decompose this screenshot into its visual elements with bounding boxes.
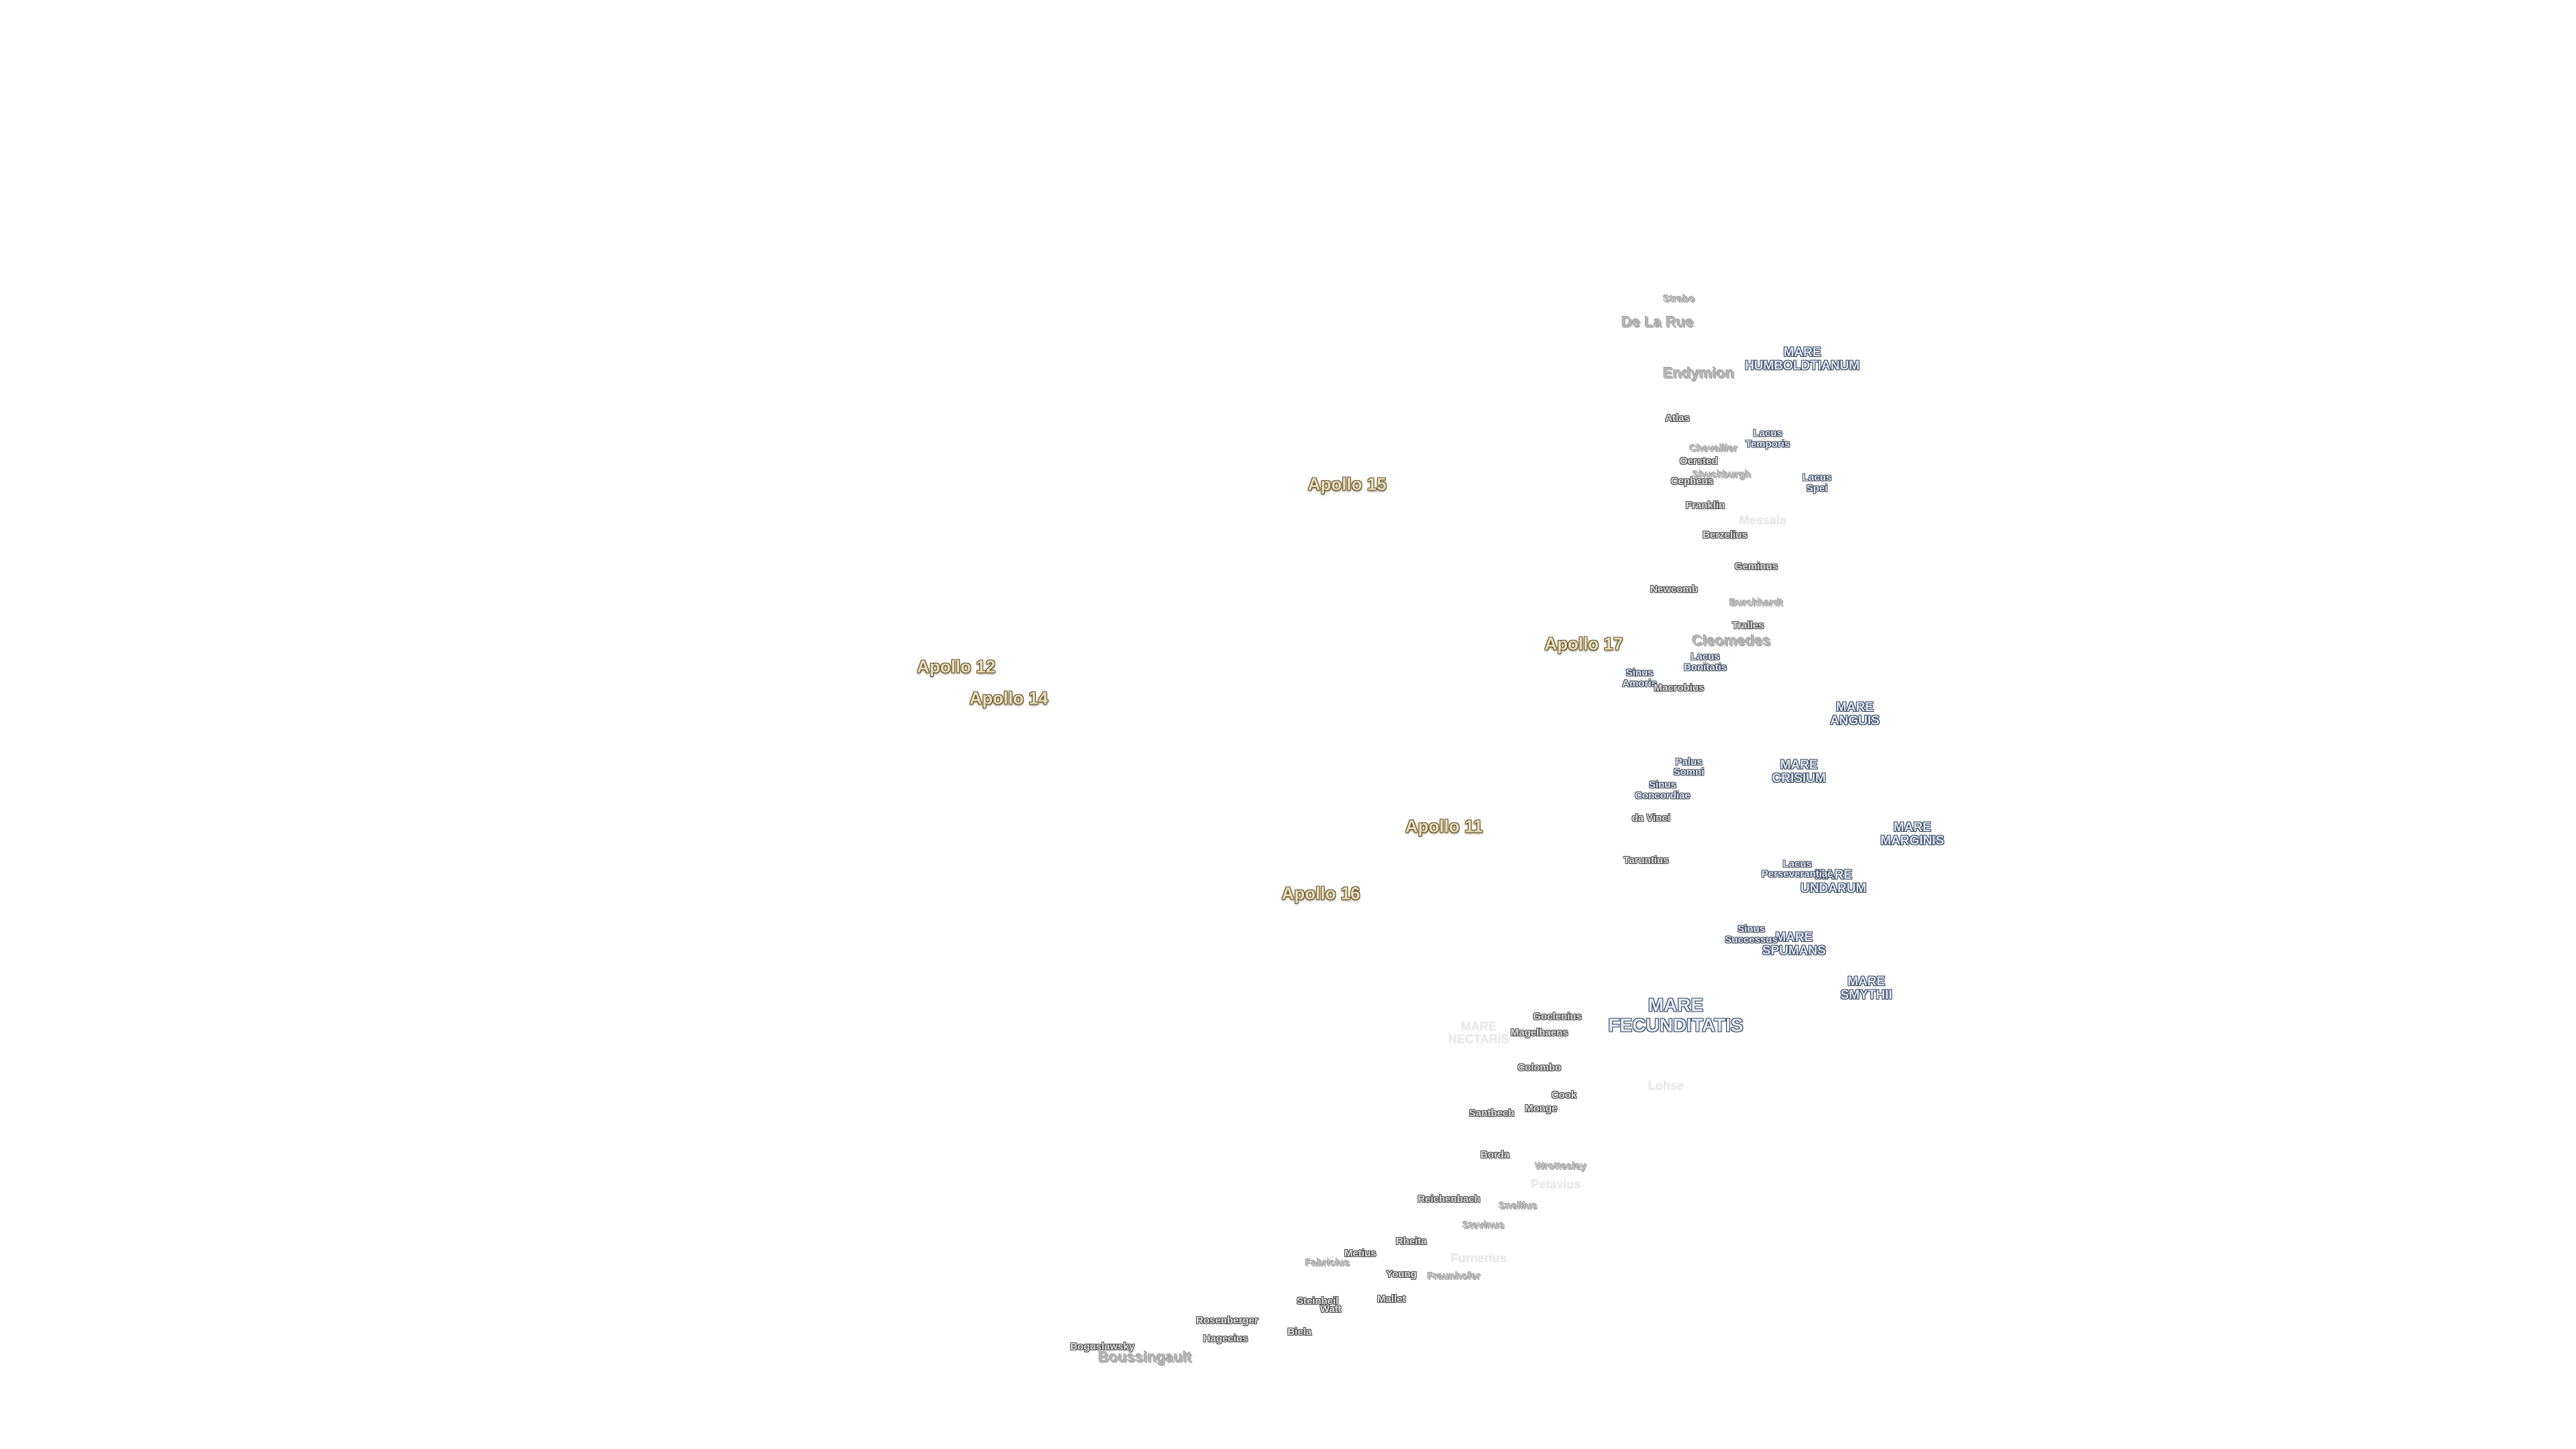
feature-label: Lacus Temporis xyxy=(1745,427,1790,449)
feature-label: Borda xyxy=(1480,1148,1510,1161)
feature-label: Fraunhofer xyxy=(1427,1270,1481,1282)
feature-label: Geminus xyxy=(1734,561,1778,573)
apollo-site-label: Apollo 15 xyxy=(1307,474,1387,494)
feature-label: Colombo xyxy=(1517,1061,1562,1073)
feature-label: Fabricius xyxy=(1305,1257,1350,1269)
feature-label: Sinus Amoris xyxy=(1622,667,1657,690)
feature-label: Mallet xyxy=(1377,1293,1406,1305)
feature-label: Reichenbach xyxy=(1417,1193,1481,1205)
feature-label: Santbech xyxy=(1468,1108,1515,1120)
apollo-site-label: Apollo 14 xyxy=(969,688,1049,708)
feature-label: Burckhardt xyxy=(1729,596,1783,608)
feature-label: De La Rue xyxy=(1621,313,1694,331)
feature-label: Endymion xyxy=(1663,364,1735,382)
apollo-site-label: Apollo 16 xyxy=(1281,883,1360,904)
feature-label: Sinus Concordiae xyxy=(1635,779,1690,801)
mare-label: MARE CRISIUM xyxy=(1772,758,1826,786)
feature-label: Newcomb xyxy=(1650,584,1698,596)
mare-label: MARE SPUMANS xyxy=(1762,930,1826,959)
feature-label: Boussingault xyxy=(1098,1348,1192,1366)
feature-label: Lacus Perseverantiae xyxy=(1761,857,1833,880)
feature-label: Macrobius xyxy=(1654,682,1705,694)
apollo-site-label: Apollo 12 xyxy=(916,656,996,677)
mare-label: MARE HUMBOLDTIANUM xyxy=(1745,345,1860,374)
mare-label: MARE UNDARUM xyxy=(1801,868,1867,896)
feature-label: Young xyxy=(1386,1269,1417,1281)
feature-label: da Vinci xyxy=(1631,812,1670,824)
feature-label: Goclenius xyxy=(1533,1011,1582,1023)
feature-label: Taruntius xyxy=(1623,855,1669,867)
feature-label: Berzelius xyxy=(1703,529,1748,541)
feature-label: Lacus Bonitatis xyxy=(1683,651,1727,673)
mare-label: MARE MARGINIS xyxy=(1880,820,1945,849)
feature-label: Magelhaens xyxy=(1510,1027,1568,1039)
feature-label: Hagecius xyxy=(1203,1333,1248,1345)
feature-label: Wrottesley xyxy=(1535,1160,1587,1172)
feature-label: Furnerius xyxy=(1450,1251,1507,1265)
feature-label: Atlas xyxy=(1665,413,1690,425)
feature-label: Watt xyxy=(1320,1303,1342,1315)
feature-label: Rosenberger xyxy=(1196,1315,1258,1327)
feature-label: Palus Somni xyxy=(1673,755,1705,778)
feature-label: Shuckburgh xyxy=(1692,468,1752,480)
feature-label: Boguslawsky xyxy=(1070,1341,1135,1353)
feature-label: Rheita xyxy=(1395,1236,1427,1248)
feature-label: Lohse xyxy=(1648,1079,1684,1093)
feature-label: Strabo xyxy=(1663,292,1695,305)
feature-label: Oersted xyxy=(1679,455,1718,468)
feature-label: Metius xyxy=(1344,1247,1377,1259)
feature-label: Chevallier xyxy=(1689,442,1738,454)
apollo-site-label: Apollo 11 xyxy=(1405,816,1483,837)
feature-label: Biela xyxy=(1287,1326,1312,1338)
mare-label: MARE ANGUIS xyxy=(1829,700,1880,729)
feature-label: MARE NECTARIS xyxy=(1448,1020,1509,1046)
feature-label: Steinheil xyxy=(1296,1295,1339,1307)
feature-label: Cook xyxy=(1551,1089,1577,1102)
feature-label: Franklin xyxy=(1685,500,1725,512)
mare-label: MARE FECUNDITATIS xyxy=(1608,995,1743,1036)
feature-label: Cepheus xyxy=(1670,475,1714,487)
mare-label: MARE SMYTHII xyxy=(1840,975,1892,1003)
feature-label: Stevinus xyxy=(1462,1220,1505,1232)
feature-label: Snellius xyxy=(1499,1199,1538,1212)
feature-label: Cleomedes xyxy=(1692,632,1771,649)
feature-label: Sinus Successus xyxy=(1725,923,1778,946)
feature-label: Tralles xyxy=(1731,620,1764,632)
feature-label: Petavius xyxy=(1531,1177,1581,1191)
feature-label: Lacus Spei xyxy=(1802,472,1832,494)
apollo-site-label: Apollo 17 xyxy=(1544,633,1623,654)
feature-label: Monge xyxy=(1524,1103,1558,1115)
feature-label: Messala xyxy=(1739,513,1786,527)
